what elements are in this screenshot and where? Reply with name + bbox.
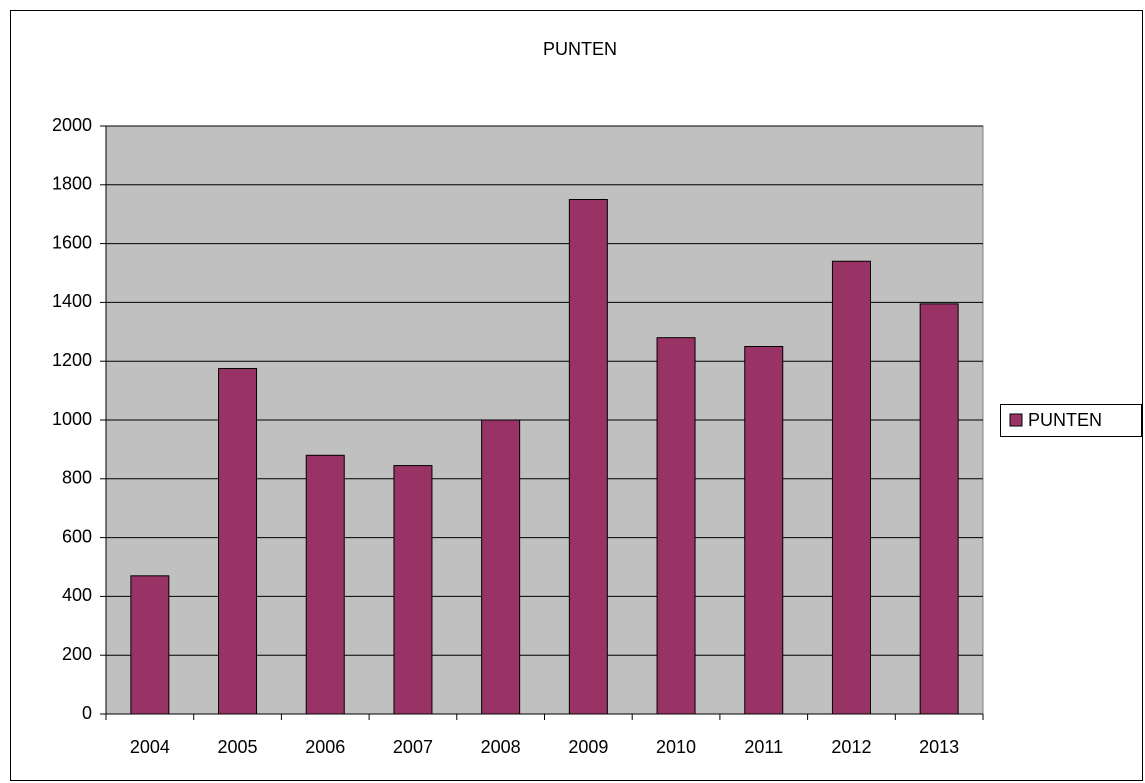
bar [130,575,170,715]
bar [744,346,784,715]
legend-swatch [1009,413,1023,427]
y-tick-label: 600 [62,526,92,546]
y-tick-label: 1400 [52,291,92,311]
x-tick-label: 2008 [481,737,521,757]
y-tick-label: 200 [62,644,92,664]
x-tick-label: 2010 [656,737,696,757]
x-tick-label: 2011 [744,737,783,757]
bar [919,303,959,715]
bar [481,419,521,715]
x-tick-label: 2007 [393,737,433,757]
bar [218,368,258,715]
x-tick-label: 2004 [130,737,170,757]
legend-label: PUNTEN [1028,410,1102,430]
y-tick-label: 1000 [52,409,92,429]
y-tick-label: 1200 [52,350,92,370]
x-tick-label: 2005 [218,737,258,757]
x-tick-label: 2012 [831,737,871,757]
legend-box [1000,404,1142,437]
chart-title: PUNTEN [543,39,617,59]
x-tick-label: 2009 [568,737,608,757]
y-tick-label: 1800 [52,174,92,194]
bar [305,454,345,715]
x-tick-label: 2013 [919,737,959,757]
y-tick-label: 0 [82,703,92,723]
y-tick-label: 1600 [52,232,92,252]
bar [831,260,871,715]
y-tick-label: 800 [62,468,92,488]
x-tick-label: 2006 [305,737,345,757]
bar [568,199,608,715]
bar [393,465,433,715]
y-tick-label: 400 [62,585,92,605]
y-tick-label: 2000 [52,115,92,135]
bar [656,337,696,715]
